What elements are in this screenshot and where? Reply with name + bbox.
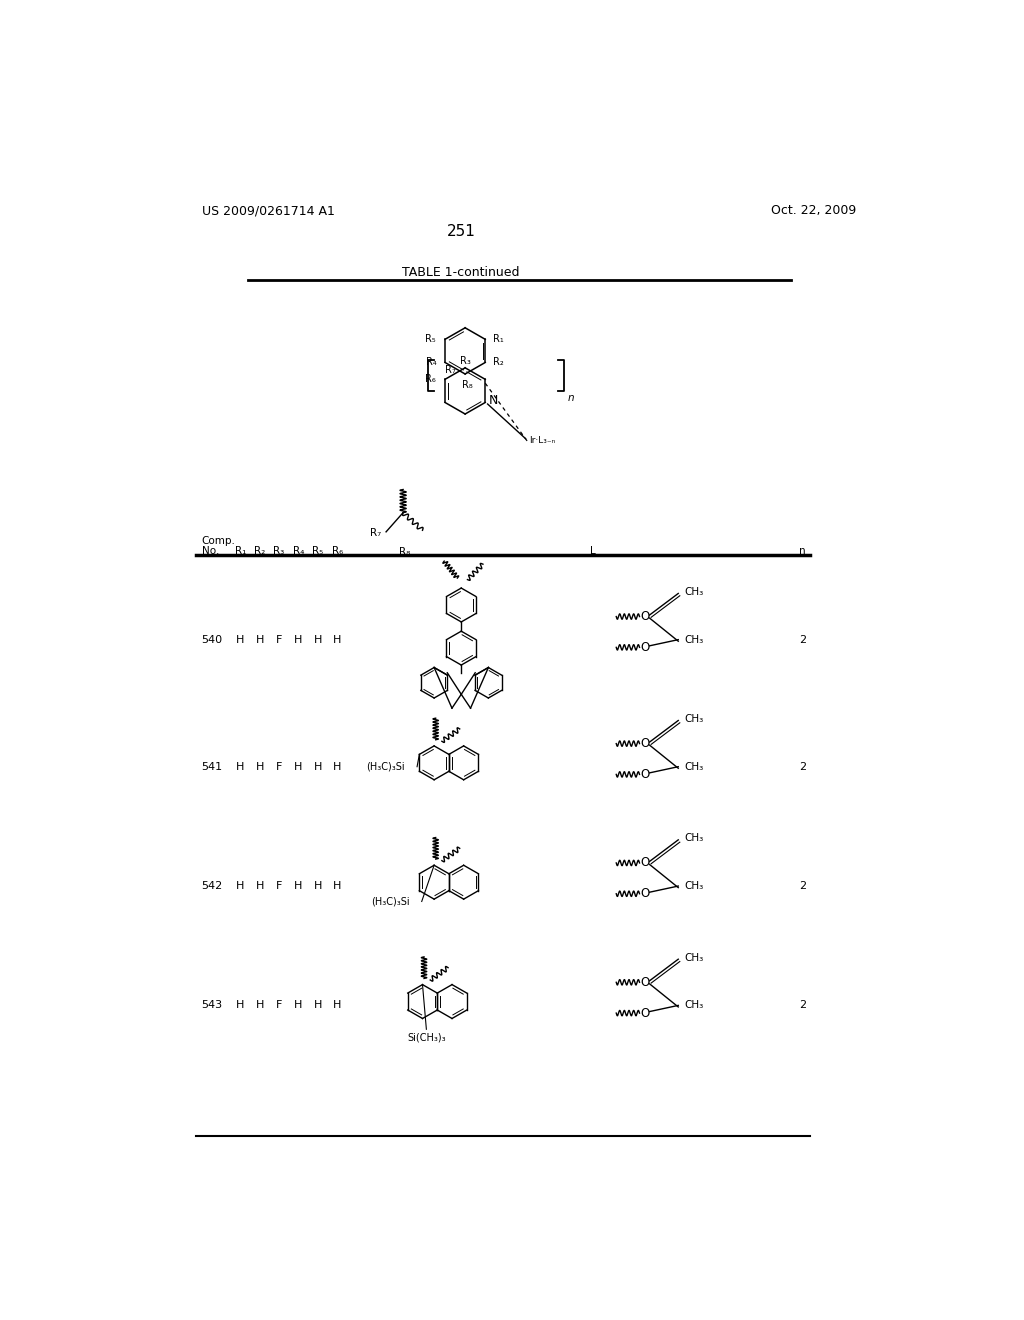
Text: H: H (237, 762, 245, 772)
Text: H: H (294, 762, 303, 772)
Text: R₁: R₁ (493, 334, 504, 345)
Text: O: O (640, 610, 649, 623)
Text: H: H (294, 635, 303, 644)
Text: US 2009/0261714 A1: US 2009/0261714 A1 (202, 205, 335, 218)
Text: H: H (313, 635, 323, 644)
Text: O: O (640, 640, 649, 653)
Text: O: O (640, 975, 649, 989)
Text: H: H (333, 635, 341, 644)
Text: R₅: R₅ (312, 546, 324, 556)
Text: H: H (333, 1001, 341, 1010)
Text: H: H (313, 880, 323, 891)
Text: CH₃: CH₃ (684, 953, 703, 962)
Text: F: F (275, 880, 283, 891)
Text: H: H (256, 880, 264, 891)
Text: TABLE 1-continued: TABLE 1-continued (402, 265, 520, 279)
Text: CH₃: CH₃ (684, 880, 703, 891)
Text: N: N (489, 395, 499, 408)
Text: R₂: R₂ (493, 358, 504, 367)
Text: Ir·L₃₋ₙ: Ir·L₃₋ₙ (529, 437, 556, 445)
Text: R₂: R₂ (254, 546, 265, 556)
Text: CH₃: CH₃ (684, 587, 703, 597)
Text: (H₃C)₃Si: (H₃C)₃Si (366, 762, 404, 772)
Text: H: H (333, 762, 341, 772)
Text: CH₃: CH₃ (684, 1001, 703, 1010)
Text: H: H (237, 880, 245, 891)
Text: H: H (237, 635, 245, 644)
Text: 251: 251 (446, 224, 476, 239)
Text: R₈: R₈ (462, 380, 473, 391)
Text: O: O (640, 887, 649, 900)
Text: CH₃: CH₃ (684, 714, 703, 723)
Text: 541: 541 (202, 762, 223, 772)
Text: O: O (640, 857, 649, 870)
Text: 2: 2 (799, 880, 806, 891)
Text: H: H (237, 1001, 245, 1010)
Text: R₁: R₁ (234, 546, 246, 556)
Text: R₃: R₃ (273, 546, 285, 556)
Text: R₈: R₈ (399, 548, 411, 557)
Text: CH₃: CH₃ (684, 833, 703, 843)
Text: L: L (590, 546, 596, 556)
Text: F: F (275, 1001, 283, 1010)
Text: R₇: R₇ (370, 528, 381, 539)
Text: n: n (567, 393, 574, 403)
Text: R₄: R₄ (426, 358, 437, 367)
Text: H: H (313, 1001, 323, 1010)
Text: F: F (275, 762, 283, 772)
Text: H: H (256, 762, 264, 772)
Text: Oct. 22, 2009: Oct. 22, 2009 (771, 205, 856, 218)
Text: R₆: R₆ (425, 375, 435, 384)
Text: 2: 2 (799, 635, 806, 644)
Text: CH₃: CH₃ (684, 762, 703, 772)
Text: O: O (640, 768, 649, 781)
Text: F: F (275, 635, 283, 644)
Text: 2: 2 (799, 762, 806, 772)
Text: R₄: R₄ (293, 546, 304, 556)
Text: CH₃: CH₃ (684, 635, 703, 644)
Text: H: H (294, 880, 303, 891)
Text: n: n (799, 546, 806, 556)
Text: H: H (256, 1001, 264, 1010)
Text: 2: 2 (799, 1001, 806, 1010)
Text: H: H (313, 762, 323, 772)
Text: H: H (333, 880, 341, 891)
Text: R₅: R₅ (425, 334, 435, 345)
Text: R₇: R₇ (445, 366, 456, 375)
Text: (H₃C)₃Si: (H₃C)₃Si (371, 896, 410, 907)
Text: H: H (256, 635, 264, 644)
Text: Comp.: Comp. (202, 536, 236, 546)
Text: O: O (640, 1007, 649, 1019)
Text: No.: No. (202, 546, 219, 556)
Text: R₃: R₃ (460, 355, 471, 366)
Text: O: O (640, 737, 649, 750)
Text: 543: 543 (202, 1001, 223, 1010)
Text: H: H (294, 1001, 303, 1010)
Text: R₆: R₆ (332, 546, 343, 556)
Text: 542: 542 (202, 880, 223, 891)
Text: 540: 540 (202, 635, 223, 644)
Text: Si(CH₃)₃: Si(CH₃)₃ (408, 1032, 445, 1043)
